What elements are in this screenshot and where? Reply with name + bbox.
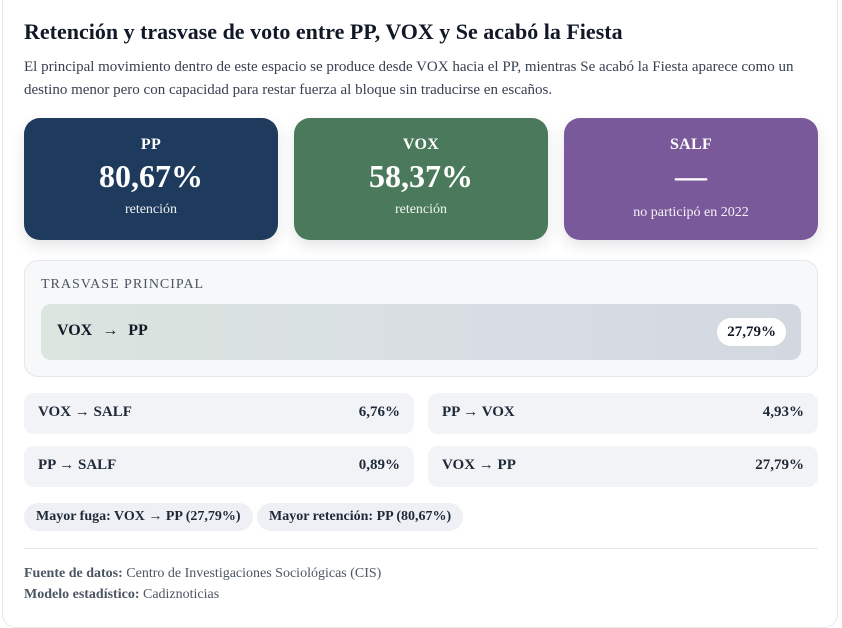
- kpi-card-salf: SALF — no participó en 2022: [564, 118, 818, 240]
- kpi-value: —: [675, 158, 707, 194]
- footer-model-value: Cadiznoticias: [142, 587, 220, 602]
- page-subtitle: El principal movimiento dentro de este e…: [24, 59, 794, 98]
- flow-item-vox-pp: VOX → PP 27,79%: [428, 446, 818, 487]
- flow-value: 4,93%: [762, 404, 804, 420]
- page-title: Retención y trasvase de voto entre PP, V…: [24, 19, 623, 44]
- flow-label: PP → SALF: [38, 457, 117, 473]
- main-transfer-flow: VOX → PP: [57, 322, 148, 340]
- flow-value: 6,76%: [358, 404, 400, 420]
- flow-label: VOX → PP: [442, 457, 516, 473]
- flow-item-vox-salf: VOX → SALF 6,76%: [24, 393, 414, 434]
- arrow-right-icon: →: [102, 322, 119, 339]
- flow-item-pp-salf: PP → SALF 0,89%: [24, 446, 414, 487]
- kpi-caption: retención: [124, 202, 178, 217]
- kpi-caption: retención: [394, 202, 448, 217]
- footer-model-label: Modelo estadístico:: [24, 587, 140, 602]
- flow-item-pp-vox: PP → VOX 4,93%: [428, 393, 818, 434]
- kpi-card-pp: PP 80,67% retención: [24, 118, 278, 240]
- main-transfer-value: 27,79%: [717, 318, 786, 346]
- kpi-card-vox: VOX 58,37% retención: [294, 118, 548, 240]
- kpi-name: SALF: [669, 136, 713, 153]
- flow-label: PP → VOX: [442, 404, 515, 420]
- flow-value: 27,79%: [755, 457, 804, 473]
- footer-model: Modelo estadístico: Cadiznoticias: [24, 587, 219, 603]
- main-transfer-heading: Trasvase principal: [41, 277, 205, 292]
- footer-source: Fuente de datos: Centro de Investigacion…: [24, 566, 381, 582]
- flow-value: 0,89%: [358, 457, 400, 473]
- footer-source-label: Fuente de datos:: [24, 566, 123, 581]
- footer-source-value: Centro de Investigaciones Sociológicas (…: [126, 566, 382, 581]
- kpi-caption: no participó en 2022: [633, 205, 749, 220]
- flow-label: VOX → SALF: [38, 404, 132, 420]
- kpi-value: 80,67%: [99, 158, 203, 194]
- main-transfer-panel: Trasvase principal VOX → PP 27,79%: [24, 260, 818, 377]
- main-transfer-from: VOX: [57, 322, 93, 339]
- main-transfer-bar: VOX → PP 27,79%: [41, 304, 801, 360]
- kpi-value: 58,37%: [369, 158, 473, 194]
- footer-divider: [24, 548, 818, 549]
- main-transfer-to: PP: [128, 322, 148, 339]
- kpi-name: PP: [140, 136, 162, 153]
- kpi-name: VOX: [402, 136, 440, 153]
- summary-chip-largest-retention: Mayor retención: PP (80,67%): [257, 503, 464, 531]
- summary-chip-largest-leak: Mayor fuga: VOX → PP (27,79%): [24, 503, 253, 531]
